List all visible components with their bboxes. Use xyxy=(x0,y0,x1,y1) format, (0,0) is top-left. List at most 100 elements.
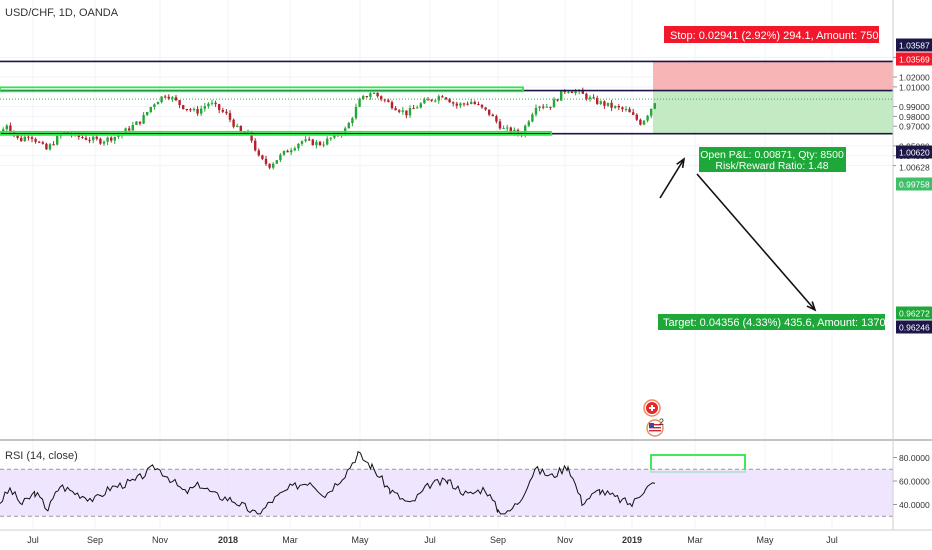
candle xyxy=(444,96,448,101)
candle xyxy=(387,98,390,103)
resistance-zone-box[interactable] xyxy=(0,86,524,93)
svg-text:1.00620: 1.00620 xyxy=(899,148,930,158)
candle xyxy=(502,125,505,130)
candle xyxy=(542,104,545,110)
candle xyxy=(459,102,462,109)
candle xyxy=(394,106,397,111)
candle xyxy=(221,107,224,114)
rsi-title: RSI (14, close) xyxy=(5,450,78,462)
candle xyxy=(218,103,221,114)
candle xyxy=(412,104,415,110)
swiss-flag-icon[interactable] xyxy=(643,399,661,417)
stop-zone xyxy=(653,61,893,91)
time-tick-label: May xyxy=(351,535,369,545)
price-pane[interactable]: Stop: 0.02941 (2.92%) 294.1, Amount: 750… xyxy=(0,7,901,473)
time-tick-label: Sep xyxy=(490,535,506,545)
candle xyxy=(41,140,44,145)
candle xyxy=(149,106,152,114)
candle xyxy=(351,116,354,127)
candle xyxy=(426,97,430,101)
candle xyxy=(286,149,289,153)
candle xyxy=(250,130,253,143)
candle xyxy=(282,150,286,157)
rsi-pane[interactable]: RSI (14, close) xyxy=(0,450,893,517)
candle xyxy=(304,136,307,143)
candle xyxy=(434,99,437,103)
candle xyxy=(56,134,59,146)
candle xyxy=(203,102,206,112)
candle xyxy=(635,113,638,122)
candle xyxy=(477,101,480,106)
rsi-tick-label: 60.0000 xyxy=(899,477,930,487)
candle xyxy=(174,95,178,102)
candle xyxy=(588,95,592,102)
candle xyxy=(185,108,188,112)
candle xyxy=(23,135,26,142)
candle xyxy=(300,140,304,147)
price-axis[interactable]: 1.040001.020001.010000.990000.980000.970… xyxy=(892,0,932,530)
price-tag: 1.03569 xyxy=(896,52,932,66)
candle xyxy=(272,162,275,170)
price-tag: 0.99758 xyxy=(896,177,932,191)
price-tick-label: 1.01000 xyxy=(899,82,930,92)
candle xyxy=(380,95,383,102)
candle xyxy=(138,121,142,126)
candle xyxy=(311,138,314,146)
projection-arrows[interactable] xyxy=(659,157,817,312)
candle xyxy=(210,99,214,106)
ratio-label-text: Risk/Reward Ratio: 1.48 xyxy=(715,160,828,172)
candle xyxy=(214,100,217,108)
candle xyxy=(534,104,538,117)
candle xyxy=(326,136,329,146)
time-tick-label: Nov xyxy=(557,535,574,545)
candle xyxy=(455,101,458,109)
candle xyxy=(182,104,185,110)
candle xyxy=(416,105,419,109)
candle xyxy=(322,141,325,148)
symbol-title: USD/CHF, 1D, OANDA xyxy=(5,7,119,19)
price-tag: 0.96272 xyxy=(896,306,932,320)
support-zone-box[interactable] xyxy=(0,130,552,136)
candle xyxy=(268,163,271,170)
candle xyxy=(639,118,642,126)
svg-text:0.96272: 0.96272 xyxy=(899,309,930,319)
candle xyxy=(621,106,624,112)
candle xyxy=(653,102,656,110)
time-tick-label: Sep xyxy=(87,535,103,545)
candle xyxy=(113,136,116,145)
candle xyxy=(329,137,332,142)
svg-text:1.00628: 1.00628 xyxy=(899,163,930,173)
candle xyxy=(236,123,239,128)
event-count: 2 xyxy=(659,417,664,427)
svg-text:1.03569: 1.03569 xyxy=(899,55,930,65)
candle xyxy=(390,100,394,110)
pnl-label-background xyxy=(699,147,846,172)
time-tick-label: Nov xyxy=(152,535,169,545)
us-flag-icon[interactable]: 2 xyxy=(646,417,664,437)
candle xyxy=(261,154,264,161)
time-tick-label: May xyxy=(756,535,774,545)
candle xyxy=(257,148,260,157)
candle xyxy=(347,121,350,129)
candle xyxy=(308,136,311,141)
candle xyxy=(146,111,149,116)
candle xyxy=(297,143,300,151)
candle xyxy=(470,98,473,105)
time-tick-label: Jul xyxy=(27,535,39,545)
candle xyxy=(556,98,559,102)
stop-label-background xyxy=(664,26,879,43)
candle xyxy=(491,113,494,117)
candle xyxy=(642,120,646,126)
candle xyxy=(473,100,476,105)
candle xyxy=(401,107,404,115)
price-tick-label: 1.02000 xyxy=(899,73,930,83)
candle xyxy=(142,112,145,125)
candle xyxy=(549,106,552,111)
candle xyxy=(293,146,296,152)
time-axis[interactable]: Jul Sep Nov 2018 Mar May Jul Sep Nov 2019 Mar May Ju… xyxy=(0,529,932,545)
candle xyxy=(610,99,613,112)
candle xyxy=(30,135,34,143)
candle xyxy=(408,105,412,118)
time-tick-label: Mar xyxy=(687,535,703,545)
